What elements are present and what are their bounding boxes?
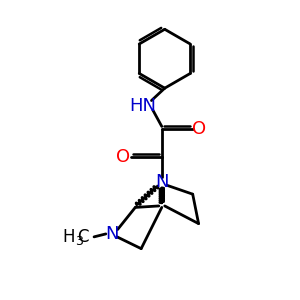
Text: HN: HN [129,97,156,115]
Text: N: N [155,173,169,191]
Text: O: O [192,120,206,138]
Text: 3: 3 [76,236,83,248]
Text: N: N [105,225,119,243]
Text: H: H [62,228,75,246]
Text: O: O [116,148,130,166]
Text: C: C [77,228,88,246]
